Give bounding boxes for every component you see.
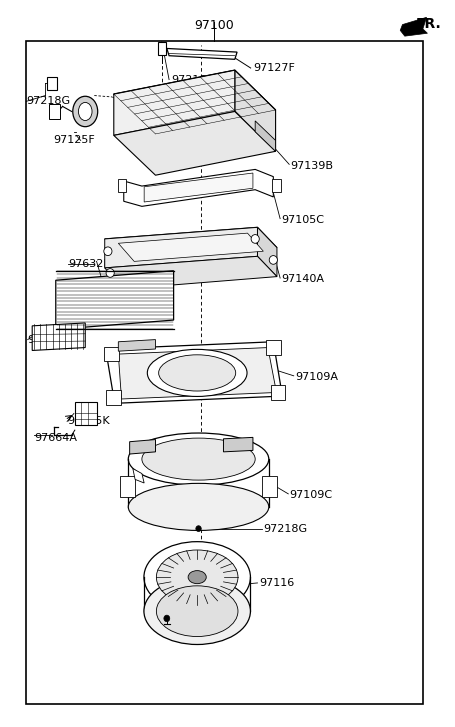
Ellipse shape: [104, 247, 112, 256]
Polygon shape: [223, 438, 253, 452]
Ellipse shape: [163, 615, 169, 622]
Ellipse shape: [142, 438, 255, 480]
Polygon shape: [106, 342, 282, 403]
Ellipse shape: [188, 571, 206, 584]
Bar: [118, 179, 126, 192]
Polygon shape: [234, 71, 275, 151]
Polygon shape: [167, 49, 237, 60]
Ellipse shape: [128, 433, 268, 485]
Bar: [120, 476, 134, 497]
Text: 97218G: 97218G: [171, 624, 215, 634]
Bar: [46, 77, 56, 89]
Bar: [265, 340, 280, 355]
Polygon shape: [118, 233, 263, 262]
Text: 97632B: 97632B: [68, 259, 111, 268]
Polygon shape: [114, 111, 275, 175]
Ellipse shape: [144, 542, 250, 613]
Ellipse shape: [144, 578, 250, 645]
Text: 97235K: 97235K: [67, 417, 110, 427]
Polygon shape: [144, 173, 253, 202]
Ellipse shape: [106, 269, 114, 277]
Ellipse shape: [268, 256, 277, 265]
Bar: [26, 41, 422, 704]
Polygon shape: [132, 468, 144, 483]
Ellipse shape: [78, 103, 92, 121]
Polygon shape: [123, 169, 273, 206]
Polygon shape: [399, 17, 426, 36]
Text: 97139B: 97139B: [290, 161, 333, 171]
Polygon shape: [105, 228, 276, 260]
Text: 97105C: 97105C: [281, 215, 324, 225]
Bar: [75, 402, 96, 425]
Ellipse shape: [147, 350, 247, 396]
Text: 97100: 97100: [194, 20, 234, 33]
Polygon shape: [105, 257, 276, 289]
Text: 97125F: 97125F: [53, 135, 95, 145]
Bar: [49, 104, 60, 119]
Text: 97620C: 97620C: [28, 334, 71, 345]
Polygon shape: [257, 228, 276, 276]
Text: 97127F: 97127F: [253, 63, 294, 73]
Text: 97109C: 97109C: [289, 490, 332, 500]
Bar: [270, 385, 284, 400]
Ellipse shape: [158, 355, 235, 391]
Text: 97140A: 97140A: [281, 275, 324, 284]
Text: 97664A: 97664A: [34, 433, 77, 443]
Polygon shape: [56, 270, 173, 329]
Ellipse shape: [128, 483, 268, 531]
Bar: [272, 179, 280, 192]
Ellipse shape: [251, 235, 259, 244]
Ellipse shape: [156, 550, 238, 604]
Text: 97218G: 97218G: [26, 97, 70, 106]
Bar: [106, 390, 120, 405]
Polygon shape: [255, 121, 275, 151]
Polygon shape: [114, 71, 234, 135]
Ellipse shape: [156, 586, 238, 637]
Text: 97218G: 97218G: [171, 75, 215, 84]
Polygon shape: [118, 340, 155, 351]
Text: 97116: 97116: [258, 578, 293, 588]
Bar: [262, 476, 276, 497]
Polygon shape: [118, 348, 276, 399]
Polygon shape: [129, 440, 155, 454]
Ellipse shape: [195, 526, 201, 531]
Ellipse shape: [73, 96, 97, 126]
Bar: [157, 42, 166, 55]
Text: FR.: FR.: [415, 17, 440, 31]
Polygon shape: [105, 228, 257, 268]
Polygon shape: [32, 323, 85, 350]
Polygon shape: [114, 71, 275, 134]
Text: 97109A: 97109A: [294, 372, 337, 382]
Bar: [104, 347, 118, 361]
Text: 97218G: 97218G: [263, 523, 307, 534]
